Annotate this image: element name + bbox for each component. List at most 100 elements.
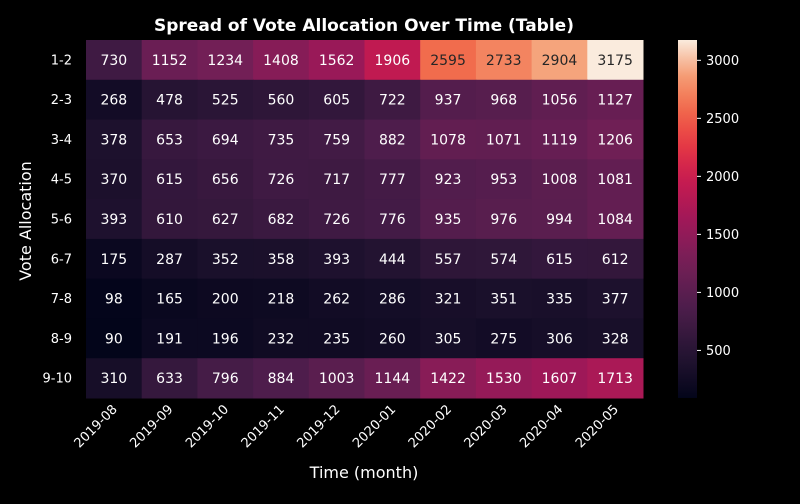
chart-title: Spread of Vote Allocation Over Time (Tab… <box>154 16 574 36</box>
cell-value-label: 268 <box>100 93 127 109</box>
cell-value-label: 682 <box>268 212 295 228</box>
cell-value-label: 776 <box>379 212 406 228</box>
y-tick-label: 4-5 <box>51 173 72 188</box>
cell-value-label: 1906 <box>375 53 411 69</box>
cell-value-label: 478 <box>156 93 183 109</box>
heatmap-cell <box>86 278 143 319</box>
heatmap-cell <box>197 318 254 359</box>
colorbar: 500 1000 1500 2000 2500 3000 <box>678 40 739 398</box>
cell-value-label: 994 <box>546 212 573 228</box>
heatmap-cells <box>86 40 644 399</box>
cell-value-label: 610 <box>156 212 183 228</box>
x-tick-label: 2019-09 <box>127 402 176 451</box>
cell-value-label: 377 <box>602 292 629 308</box>
cell-value-label: 328 <box>602 331 629 347</box>
cell-value-label: 976 <box>490 212 517 228</box>
heatmap-cell <box>420 159 477 200</box>
heatmap-cell <box>308 278 365 319</box>
cell-value-label: 1408 <box>263 53 299 69</box>
cell-value-label: 98 <box>105 292 123 308</box>
cell-value-label: 358 <box>268 252 295 268</box>
cell-value-label: 557 <box>435 252 462 268</box>
heatmap-cell <box>308 318 365 359</box>
heatmap-cell <box>475 159 533 200</box>
heatmap-cell <box>141 238 198 280</box>
heatmap-cell <box>197 278 254 319</box>
cell-value-label: 953 <box>490 172 517 188</box>
heatmap-cell <box>308 159 365 200</box>
heatmap-cell <box>587 199 644 240</box>
x-tick-label: 2019-08 <box>72 402 121 451</box>
cell-value-label: 1078 <box>430 132 466 148</box>
heatmap-cell <box>197 199 254 240</box>
colorbar-tick-label: 2000 <box>706 170 739 185</box>
cell-value-label: 759 <box>323 132 350 148</box>
heatmap-cell <box>364 199 421 240</box>
y-tick-label: 5-6 <box>51 213 72 228</box>
cell-value-label: 2595 <box>430 53 466 69</box>
cell-value-label: 393 <box>323 252 350 268</box>
cell-value-label: 968 <box>490 93 517 109</box>
cell-value-label: 310 <box>100 371 127 387</box>
cell-value-label: 2733 <box>486 53 522 69</box>
heatmap-cell <box>86 358 143 399</box>
heatmap-cell <box>308 79 365 121</box>
heatmap-cell <box>587 79 644 121</box>
cell-value-label: 335 <box>546 292 573 308</box>
colorbar-tick-label: 1500 <box>706 228 739 243</box>
heatmap-cell <box>141 40 198 81</box>
cell-value-label: 305 <box>435 331 462 347</box>
x-tick-label: 2019-12 <box>294 402 343 451</box>
colorbar-tick-label: 2500 <box>706 112 739 127</box>
heatmap-cell <box>364 238 421 280</box>
cell-value-label: 275 <box>490 331 517 347</box>
cell-value-label: 923 <box>435 172 462 188</box>
heatmap-cell <box>197 79 254 121</box>
heatmap-cell <box>587 318 644 359</box>
cell-value-label: 306 <box>546 331 573 347</box>
heatmap-cell <box>86 318 143 359</box>
heatmap-cell <box>197 119 254 160</box>
cell-value-label: 196 <box>212 331 239 347</box>
heatmap-cell <box>531 318 588 359</box>
heatmap-cell <box>253 358 310 399</box>
cell-value-label: 735 <box>268 132 295 148</box>
y-tick-label: 3-4 <box>51 133 72 148</box>
y-tick-label: 2-3 <box>51 93 72 108</box>
heatmap-cell <box>86 79 143 121</box>
heatmap-cell <box>253 79 310 121</box>
y-tick-label: 8-9 <box>51 332 72 347</box>
cell-value-label: 1056 <box>542 93 578 109</box>
y-axis-label: Vote Allocation <box>16 161 35 281</box>
heatmap-cell <box>475 199 533 240</box>
cell-value-label: 1008 <box>542 172 578 188</box>
cell-value-label: 1713 <box>597 371 633 387</box>
cell-value-label: 218 <box>268 292 295 308</box>
heatmap-cell <box>141 199 198 240</box>
heatmap-cell <box>420 199 477 240</box>
cell-value-label: 1422 <box>430 371 466 387</box>
heatmap-cell <box>587 40 644 81</box>
heatmap-cell <box>420 358 477 399</box>
y-tick-label: 7-8 <box>51 292 72 307</box>
heatmap-cell <box>86 159 143 200</box>
cell-value-label: 235 <box>323 331 350 347</box>
x-tick-label: 2020-03 <box>462 402 511 451</box>
heatmap-cell <box>475 79 533 121</box>
heatmap-cell <box>531 40 588 81</box>
cell-value-label: 796 <box>212 371 239 387</box>
cell-value-label: 165 <box>156 292 183 308</box>
x-tick-labels: 2019-08 2019-09 2019-10 2019-11 2019-12 2020-… <box>72 402 622 451</box>
cell-value-label: 175 <box>100 252 127 268</box>
heatmap-cell <box>364 318 421 359</box>
heatmap-cell <box>531 238 588 280</box>
cell-value-label: 3175 <box>597 53 633 69</box>
cell-value-label: 370 <box>100 172 127 188</box>
heatmap-cell <box>308 238 365 280</box>
cell-value-label: 262 <box>323 292 350 308</box>
heatmap-cell <box>420 119 477 160</box>
heatmap-cell <box>587 238 644 280</box>
heatmap-cell <box>531 79 588 121</box>
heatmap-cell <box>253 318 310 359</box>
cell-value-label: 1127 <box>597 93 633 109</box>
